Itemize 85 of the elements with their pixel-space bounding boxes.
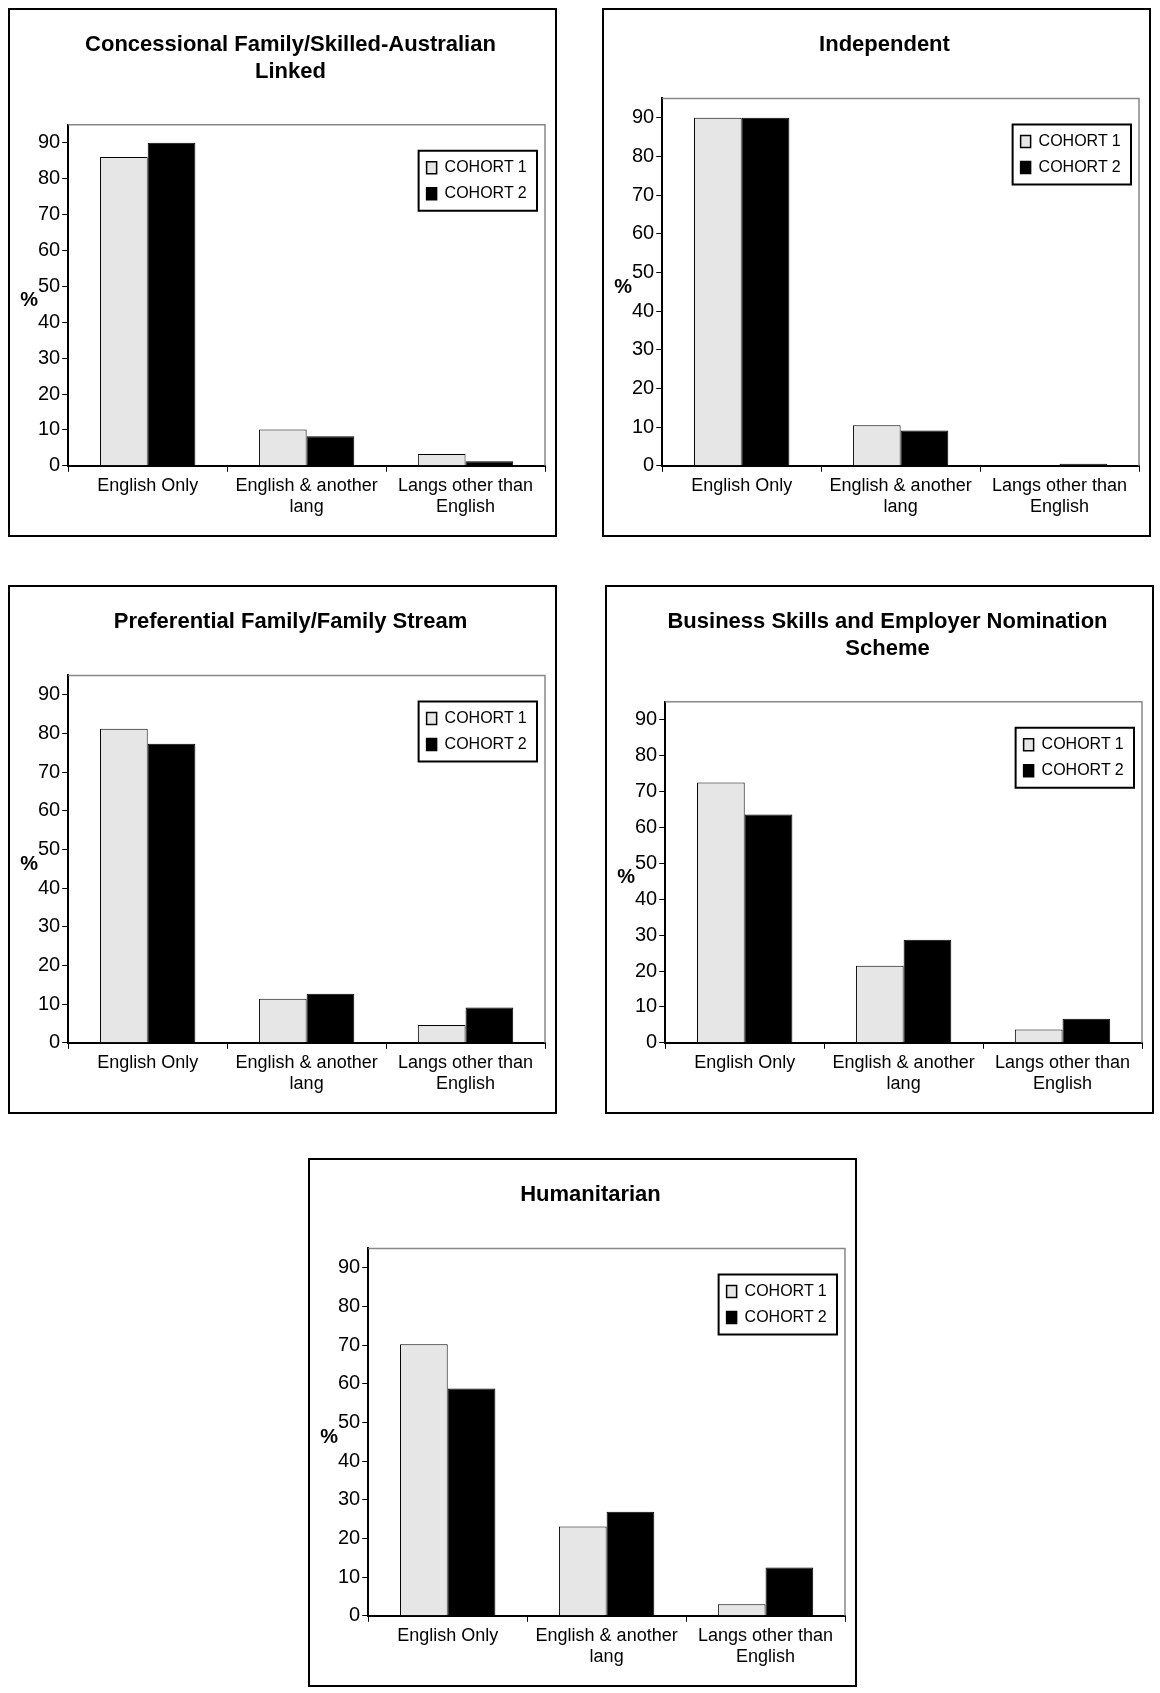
- y-tick-label: 80: [38, 720, 61, 743]
- chart-title: Humanitarian: [520, 1181, 661, 1207]
- y-axis-title: %: [614, 274, 633, 297]
- y-tick-label: 40: [338, 1448, 361, 1471]
- x-tick-label: English & another lang: [235, 474, 378, 517]
- y-tick-label: 90: [635, 707, 658, 730]
- chart-title: Business Skills and Employer Nomination Scheme: [667, 608, 1108, 660]
- y-tick-label: 60: [338, 1371, 361, 1394]
- x-tick-label: English Only: [97, 474, 199, 495]
- legend-label: COHORT 2: [1041, 761, 1124, 779]
- y-tick-label: 70: [632, 182, 655, 205]
- y-tick-label: 0: [349, 1603, 361, 1626]
- y-axis-title: %: [20, 851, 39, 874]
- y-tick-label: 70: [38, 202, 61, 225]
- x-tick-label: Langs other than English: [994, 1051, 1131, 1094]
- x-tick-label: Langs other than English: [991, 474, 1128, 517]
- y-axis-title: %: [20, 287, 39, 310]
- legend-label: COHORT 1: [444, 158, 527, 176]
- y-axis-title: %: [617, 864, 636, 887]
- y-tick-label: 30: [38, 345, 61, 368]
- y-tick-label: 10: [338, 1564, 361, 1587]
- y-tick-label: 30: [338, 1487, 361, 1510]
- y-tick-label: 80: [38, 166, 61, 189]
- y-tick-label: 20: [38, 381, 61, 404]
- y-tick-label: 10: [38, 991, 61, 1014]
- y-tick-label: 40: [635, 886, 658, 909]
- y-tick-label: 90: [38, 130, 61, 153]
- y-tick-label: 0: [646, 1030, 658, 1053]
- y-tick-label: 60: [38, 798, 61, 821]
- y-tick-label: 50: [632, 259, 655, 282]
- y-tick-label: 20: [338, 1525, 361, 1548]
- y-tick-label: 70: [338, 1332, 361, 1355]
- y-tick-label: 70: [635, 779, 658, 802]
- y-tick-label: 80: [635, 743, 658, 766]
- y-tick-label: 80: [632, 143, 655, 166]
- y-tick-label: 90: [338, 1255, 361, 1278]
- y-tick-label: 50: [38, 836, 61, 859]
- y-tick-label: 10: [38, 417, 61, 440]
- y-tick-label: 70: [38, 759, 61, 782]
- y-tick-label: 30: [632, 337, 655, 360]
- x-tick-label: Langs other than English: [397, 474, 534, 517]
- y-tick-label: 20: [38, 952, 61, 975]
- chart-title: Independent: [819, 31, 951, 57]
- y-tick-label: 10: [632, 414, 655, 437]
- legend-label: COHORT 2: [744, 1307, 827, 1325]
- y-tick-label: 40: [38, 309, 61, 332]
- y-tick-label: 0: [49, 453, 61, 476]
- y-tick-label: 90: [38, 682, 61, 705]
- legend-label: COHORT 2: [444, 184, 527, 202]
- legend-label: COHORT 2: [1038, 157, 1121, 175]
- y-tick-label: 90: [632, 105, 655, 128]
- legend-label: COHORT 1: [744, 1281, 827, 1299]
- y-tick-label: 20: [632, 375, 655, 398]
- y-tick-label: 10: [635, 994, 658, 1017]
- y-tick-label: 40: [38, 875, 61, 898]
- x-tick-label: English Only: [691, 474, 793, 495]
- y-tick-label: 80: [338, 1293, 361, 1316]
- y-tick-label: 50: [635, 850, 658, 873]
- y-tick-label: 40: [632, 298, 655, 321]
- legend-label: COHORT 1: [444, 708, 527, 726]
- x-tick-label: English & another lang: [535, 1624, 678, 1667]
- y-tick-label: 20: [635, 958, 658, 981]
- x-tick-label: English & another lang: [829, 474, 972, 517]
- legend-label: COHORT 1: [1038, 131, 1121, 149]
- x-tick-label: English & another lang: [235, 1051, 378, 1094]
- y-tick-label: 60: [635, 814, 658, 837]
- x-tick-label: English Only: [694, 1051, 796, 1072]
- y-tick-label: 60: [632, 221, 655, 244]
- chart-title: Concessional Family/Skilled-Australian Linked: [85, 31, 496, 83]
- y-tick-label: 30: [635, 922, 658, 945]
- x-tick-label: English Only: [397, 1624, 499, 1645]
- x-tick-label: Langs other than English: [697, 1624, 834, 1667]
- x-tick-label: English & another lang: [832, 1051, 975, 1094]
- y-tick-label: 60: [38, 237, 61, 260]
- x-tick-label: Langs other than English: [397, 1051, 534, 1094]
- y-tick-label: 50: [338, 1409, 361, 1432]
- x-tick-label: English Only: [97, 1051, 199, 1072]
- y-tick-label: 50: [38, 273, 61, 296]
- y-tick-label: 30: [38, 914, 61, 937]
- chart-title: Preferential Family/Family Stream: [113, 608, 468, 634]
- y-axis-title: %: [320, 1424, 339, 1447]
- y-tick-label: 0: [643, 453, 655, 476]
- y-tick-label: 0: [49, 1030, 61, 1053]
- legend-label: COHORT 2: [444, 734, 527, 752]
- legend-label: COHORT 1: [1041, 735, 1124, 753]
